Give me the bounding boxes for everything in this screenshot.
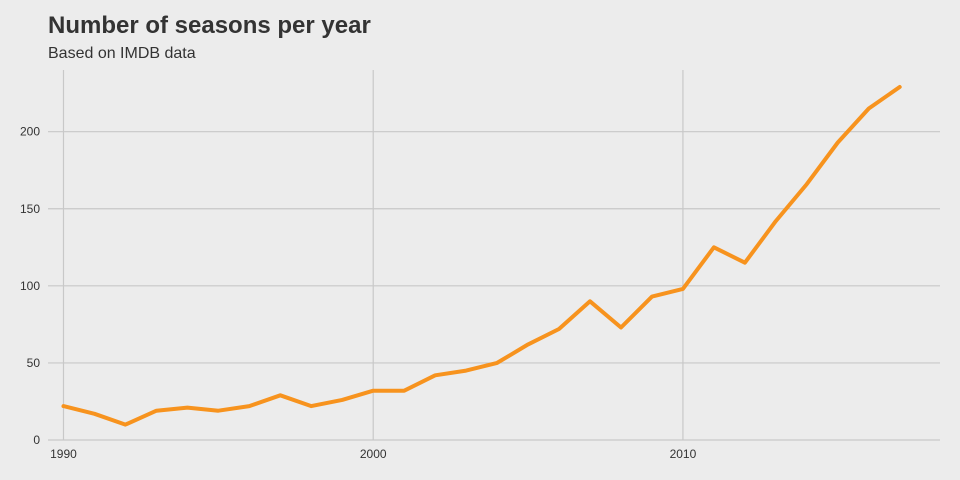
y-tick-label-150: 150: [20, 202, 40, 216]
series-layer: [61, 85, 902, 427]
x-tick-label-1990: 1990: [50, 447, 77, 461]
y-tick-label-200: 200: [20, 125, 40, 139]
y-tick-labels: 0 50 100 150 200: [20, 125, 40, 447]
chart-subtitle: Based on IMDB data: [48, 45, 196, 62]
y-tick-label-100: 100: [20, 279, 40, 293]
chart-title: Number of seasons per year: [48, 12, 371, 39]
x-tick-labels: 1990 2000 2010: [50, 447, 696, 461]
y-tick-label-0: 0: [33, 433, 40, 447]
x-tick-label-2010: 2010: [670, 447, 697, 461]
x-tick-label-2000: 2000: [360, 447, 387, 461]
x-gridlines: [62, 70, 684, 440]
y-tick-label-50: 50: [27, 356, 41, 370]
series-line-0: [61, 85, 902, 427]
y-gridlines: [48, 131, 940, 441]
